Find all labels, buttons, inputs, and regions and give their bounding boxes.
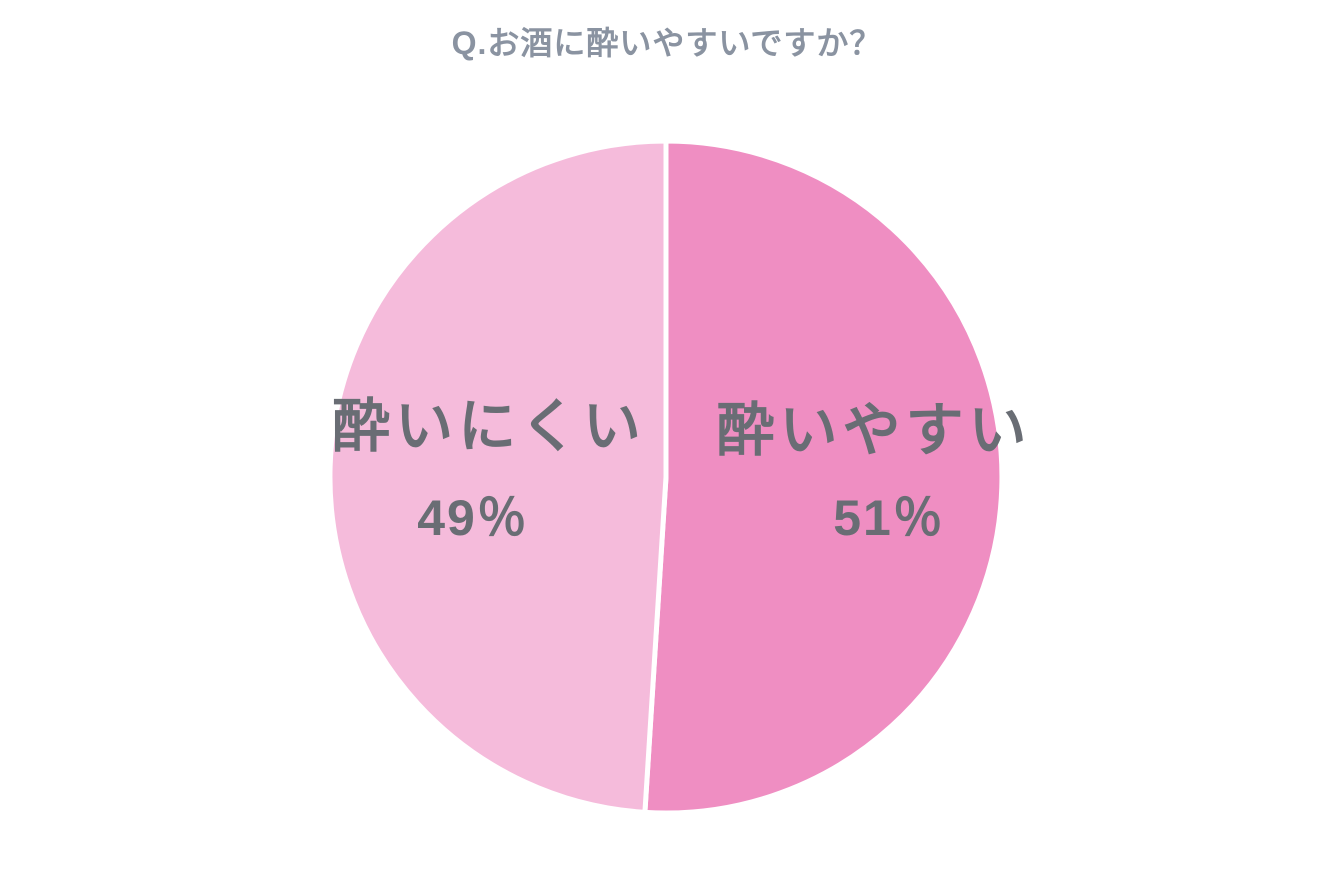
slice-label-hard-to-get-drunk: 酔いにくい [332, 394, 646, 459]
slice-percent-hard-to-get-drunk: 49％ [417, 490, 529, 546]
slice-percent-easily-drunk: 51％ [833, 490, 945, 546]
pie-slice-easily-drunk [642, 138, 1005, 816]
pie-slice-hard-to-get-drunk [327, 138, 669, 815]
chart-title: Q.お酒に酔いやすいですか？ [451, 25, 883, 61]
slice-label-easily-drunk: 酔いやすい [716, 398, 1032, 463]
